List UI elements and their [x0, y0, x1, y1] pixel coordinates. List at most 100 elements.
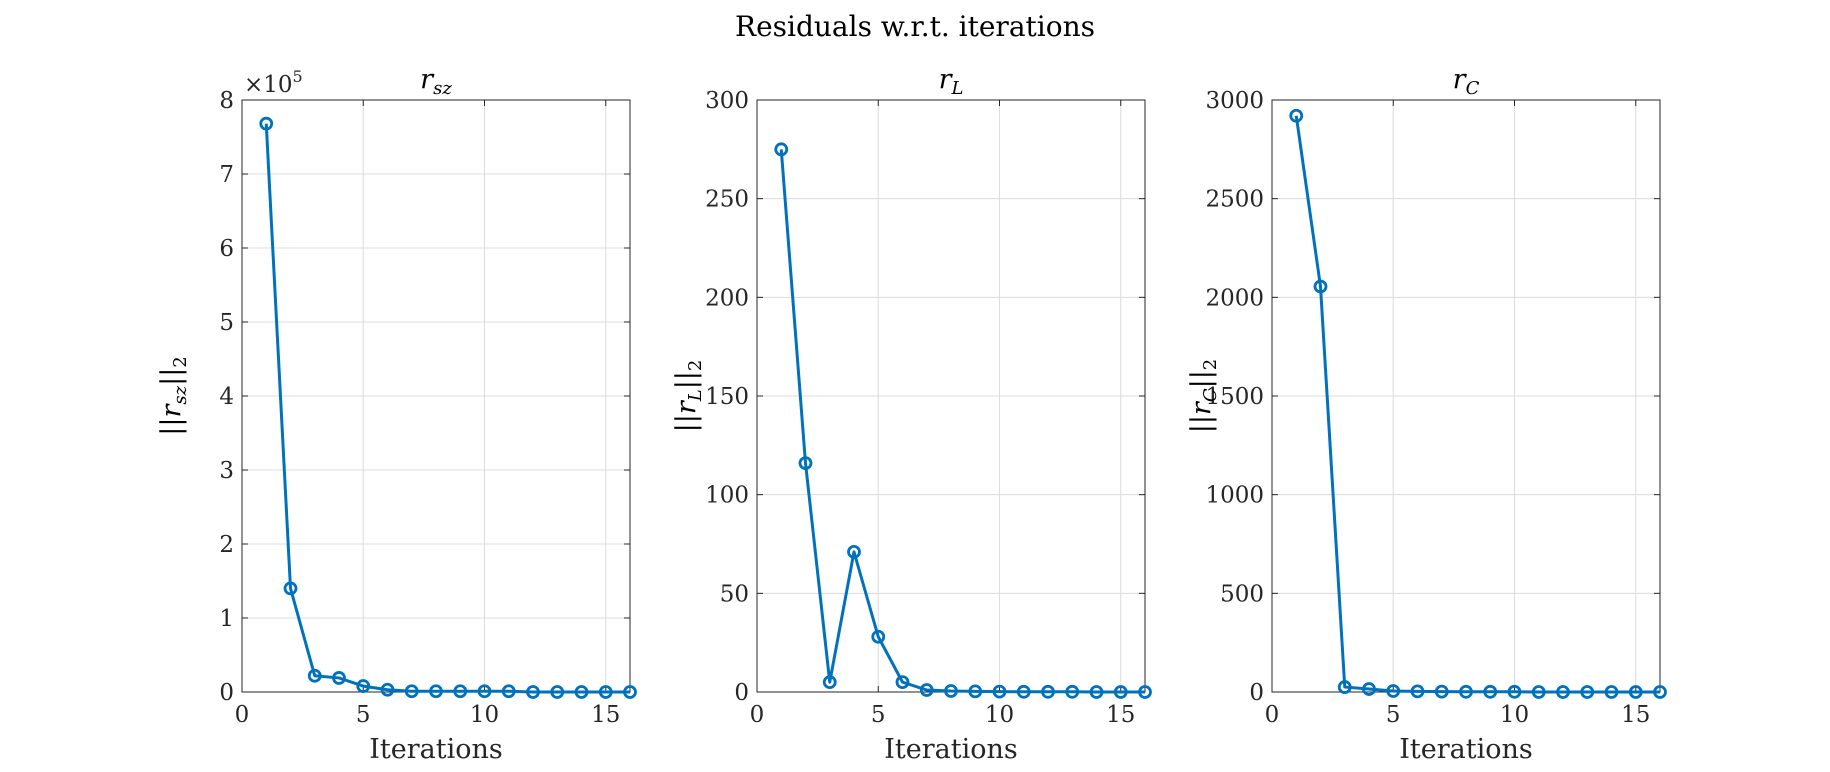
y-tick-label: 6: [219, 236, 234, 262]
y-tick-label: 2: [219, 532, 234, 558]
data-point: [1507, 684, 1522, 699]
y-tick-label: 3000: [1205, 88, 1264, 114]
data-point: [1628, 685, 1643, 699]
y-tick-label: 0: [219, 680, 234, 706]
data-point: [1653, 685, 1667, 699]
ylabel-tail: ||: [1186, 370, 1217, 388]
data-point: [798, 456, 813, 470]
y-exponent-label: ×105: [244, 67, 303, 98]
ylabel-subscript: L: [685, 389, 706, 402]
ylabel-subscript: sz: [170, 385, 191, 404]
x-axis-label: Iterations: [884, 734, 1017, 765]
y-tick-label: 7: [219, 162, 234, 188]
data-point: [1362, 682, 1376, 696]
y-tick-label: 4: [219, 384, 234, 410]
series-line: [264, 123, 630, 694]
title-main: r: [420, 64, 435, 95]
exponent-base: ×10: [244, 72, 293, 98]
x-tick-label: 15: [1106, 702, 1135, 728]
ylabel-main: ||r: [156, 403, 187, 436]
series-line: [779, 149, 1145, 694]
data-point: [259, 116, 274, 131]
data-point: [550, 685, 565, 699]
y-tick-label: 300: [705, 88, 749, 114]
y-tick-label: 0: [734, 680, 749, 706]
data-point: [283, 581, 298, 596]
subplot-title: rL: [939, 64, 964, 99]
data-point: [1410, 684, 1425, 699]
title-main: r: [1453, 64, 1468, 95]
data-point: [404, 684, 419, 699]
ylabel-main: ||r: [1186, 400, 1217, 433]
data-point: [1531, 685, 1546, 699]
x-tick-label: 5: [871, 702, 886, 728]
title-subscript: L: [950, 78, 963, 99]
subplot-3: 0 5 10 15 0 500 1000 1500 2000 2500 3000 rC Iteratio…: [1186, 64, 1667, 765]
data-point: [822, 675, 837, 690]
y-axis-label: ||rC||2: [1186, 359, 1221, 434]
data-point: [1016, 684, 1031, 699]
data-point: [1604, 685, 1619, 699]
data-point: [380, 682, 395, 697]
y-axis-label: ||rL||2: [671, 360, 706, 433]
data-point: [332, 671, 346, 685]
data-point: [1113, 685, 1128, 699]
data-point: [1483, 684, 1498, 699]
ylabel-tail-subscript: 2: [1200, 359, 1221, 370]
title-main: r: [939, 64, 954, 95]
data-point: [774, 142, 789, 157]
data-point: [623, 685, 637, 699]
y-tick-label: 1000: [1205, 483, 1264, 509]
data-point: [574, 685, 589, 699]
data-point: [429, 684, 443, 699]
y-tick-label: 8: [219, 88, 234, 114]
y-tick-label: 5: [219, 310, 234, 336]
x-tick-label: 15: [591, 702, 620, 728]
data-point: [1337, 680, 1352, 694]
y-axis-label: ||rsz||2: [156, 356, 191, 436]
data-point: [1556, 685, 1570, 699]
subplot-title: rsz: [420, 64, 452, 99]
subplot-2: 0 5 10 15050100150200250300rLIterations||rL…: [671, 64, 1152, 765]
data-point: [1313, 279, 1328, 294]
data-point: [919, 683, 934, 697]
x-tick-label: 15: [1621, 702, 1650, 728]
y-tick-label: 2500: [1205, 187, 1264, 213]
data-point: [1289, 108, 1304, 123]
x-tick-label: 10: [985, 702, 1014, 728]
y-tick-label: 500: [1220, 581, 1264, 607]
data-point: [307, 668, 322, 683]
x-tick-label: 0: [235, 702, 250, 728]
figure-title: Residuals w.r.t. iterations: [735, 10, 1095, 43]
data-point: [895, 675, 910, 690]
data-point: [1386, 684, 1401, 698]
x-tick-label: 0: [750, 702, 765, 728]
data-point: [477, 684, 492, 699]
data-point: [1065, 684, 1080, 699]
data-point: [871, 629, 886, 644]
x-axis-label: Iterations: [1399, 734, 1532, 765]
x-tick-label: 0: [1265, 702, 1280, 728]
y-tick-label: 1500: [1205, 384, 1264, 410]
ylabel-tail: ||: [671, 371, 702, 389]
y-tick-label: 2000: [1205, 285, 1264, 311]
ylabel-main: ||r: [671, 399, 702, 432]
data-point: [1138, 685, 1152, 699]
y-tick-label: 50: [720, 581, 749, 607]
title-subscript: C: [1466, 78, 1480, 99]
y-tick-label: 100: [705, 483, 749, 509]
title-subscript: sz: [433, 78, 452, 99]
x-tick-label: 10: [1500, 702, 1529, 728]
data-point: [501, 684, 516, 699]
data-point: [847, 544, 861, 559]
ylabel-tail-subscript: 2: [170, 356, 191, 367]
y-tick-label: 250: [705, 187, 749, 213]
y-tick-label: 0: [1249, 680, 1264, 706]
y-tick-label: 1: [219, 606, 234, 632]
data-point: [598, 685, 613, 699]
x-tick-label: 5: [356, 702, 371, 728]
x-tick-label: 5: [1386, 702, 1401, 728]
